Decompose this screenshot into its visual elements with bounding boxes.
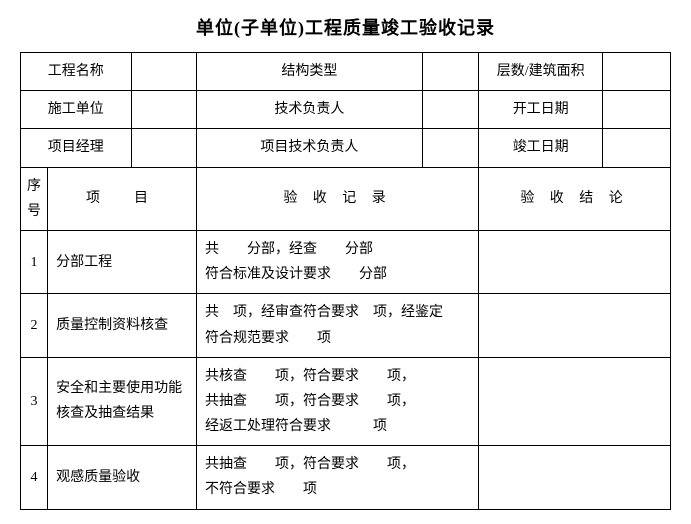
page-title: 单位(子单位)工程质量竣工验收记录 [20, 14, 671, 40]
row-item: 质量控制资料核查 [48, 294, 197, 357]
row-record: 共 分部，经查 分部 符合标准及设计要求 分部 [197, 230, 479, 293]
row-item: 观感质量验收 [48, 446, 197, 509]
record-line: 共抽查 项，符合要求 项， [205, 452, 474, 477]
col-conclusion: 验 收 结 论 [479, 167, 671, 230]
value-floors-area [603, 53, 671, 91]
value-start-date [603, 91, 671, 129]
table-row: 3 安全和主要使用功能核查及抽查结果 共核查 项，符合要求 项， 共抽查 项，符… [21, 357, 671, 446]
label-project-manager: 项目经理 [21, 129, 132, 167]
label-construction-unit: 施工单位 [21, 91, 132, 129]
row-record: 共 项，经审查符合要求 项，经鉴定 符合规范要求 项 [197, 294, 479, 357]
row-seq: 1 [21, 230, 48, 293]
value-project-name [131, 53, 196, 91]
value-structure-type [422, 53, 478, 91]
value-project-manager [131, 129, 196, 167]
row-record: 共抽查 项，符合要求 项， 不符合要求 项 [197, 446, 479, 509]
row-conclusion [479, 446, 671, 509]
label-start-date: 开工日期 [479, 91, 603, 129]
table-row: 4 观感质量验收 共抽查 项，符合要求 项， 不符合要求 项 [21, 446, 671, 509]
record-line: 符合规范要求 项 [205, 326, 474, 351]
record-line: 共抽查 项，符合要求 项， [205, 389, 474, 414]
label-finish-date: 竣工日期 [479, 129, 603, 167]
record-line: 经返工处理符合要求 项 [205, 414, 474, 439]
row-seq: 2 [21, 294, 48, 357]
row-conclusion [479, 357, 671, 446]
row-item: 安全和主要使用功能核查及抽查结果 [48, 357, 197, 446]
col-item: 项 目 [48, 167, 197, 230]
header-row-1: 工程名称 结构类型 层数/建筑面积 [21, 53, 671, 91]
row-record: 共核查 项，符合要求 项， 共抽查 项，符合要求 项， 经返工处理符合要求 项 [197, 357, 479, 446]
col-record: 验 收 记 录 [197, 167, 479, 230]
label-floors-area: 层数/建筑面积 [479, 53, 603, 91]
table-row: 1 分部工程 共 分部，经查 分部 符合标准及设计要求 分部 [21, 230, 671, 293]
record-line: 符合标准及设计要求 分部 [205, 262, 474, 287]
label-tech-lead: 技术负责人 [197, 91, 423, 129]
row-seq: 3 [21, 357, 48, 446]
label-project-tech-lead: 项目技术负责人 [197, 129, 423, 167]
acceptance-table: 工程名称 结构类型 层数/建筑面积 施工单位 技术负责人 开工日期 项目经理 项… [20, 52, 671, 510]
label-project-name: 工程名称 [21, 53, 132, 91]
col-seq: 序号 [21, 167, 48, 230]
value-construction-unit [131, 91, 196, 129]
record-line: 共 分部，经查 分部 [205, 237, 474, 262]
row-seq: 4 [21, 446, 48, 509]
row-item: 分部工程 [48, 230, 197, 293]
table-row: 2 质量控制资料核查 共 项，经审查符合要求 项，经鉴定 符合规范要求 项 [21, 294, 671, 357]
value-project-tech-lead [422, 129, 478, 167]
header-row-2: 施工单位 技术负责人 开工日期 [21, 91, 671, 129]
record-line: 不符合要求 项 [205, 477, 474, 502]
record-line: 共核查 项，符合要求 项， [205, 364, 474, 389]
value-finish-date [603, 129, 671, 167]
column-header-row: 序号 项 目 验 收 记 录 验 收 结 论 [21, 167, 671, 230]
value-tech-lead [422, 91, 478, 129]
row-conclusion [479, 230, 671, 293]
record-line: 共 项，经审查符合要求 项，经鉴定 [205, 300, 474, 325]
label-structure-type: 结构类型 [197, 53, 423, 91]
header-row-3: 项目经理 项目技术负责人 竣工日期 [21, 129, 671, 167]
row-conclusion [479, 294, 671, 357]
